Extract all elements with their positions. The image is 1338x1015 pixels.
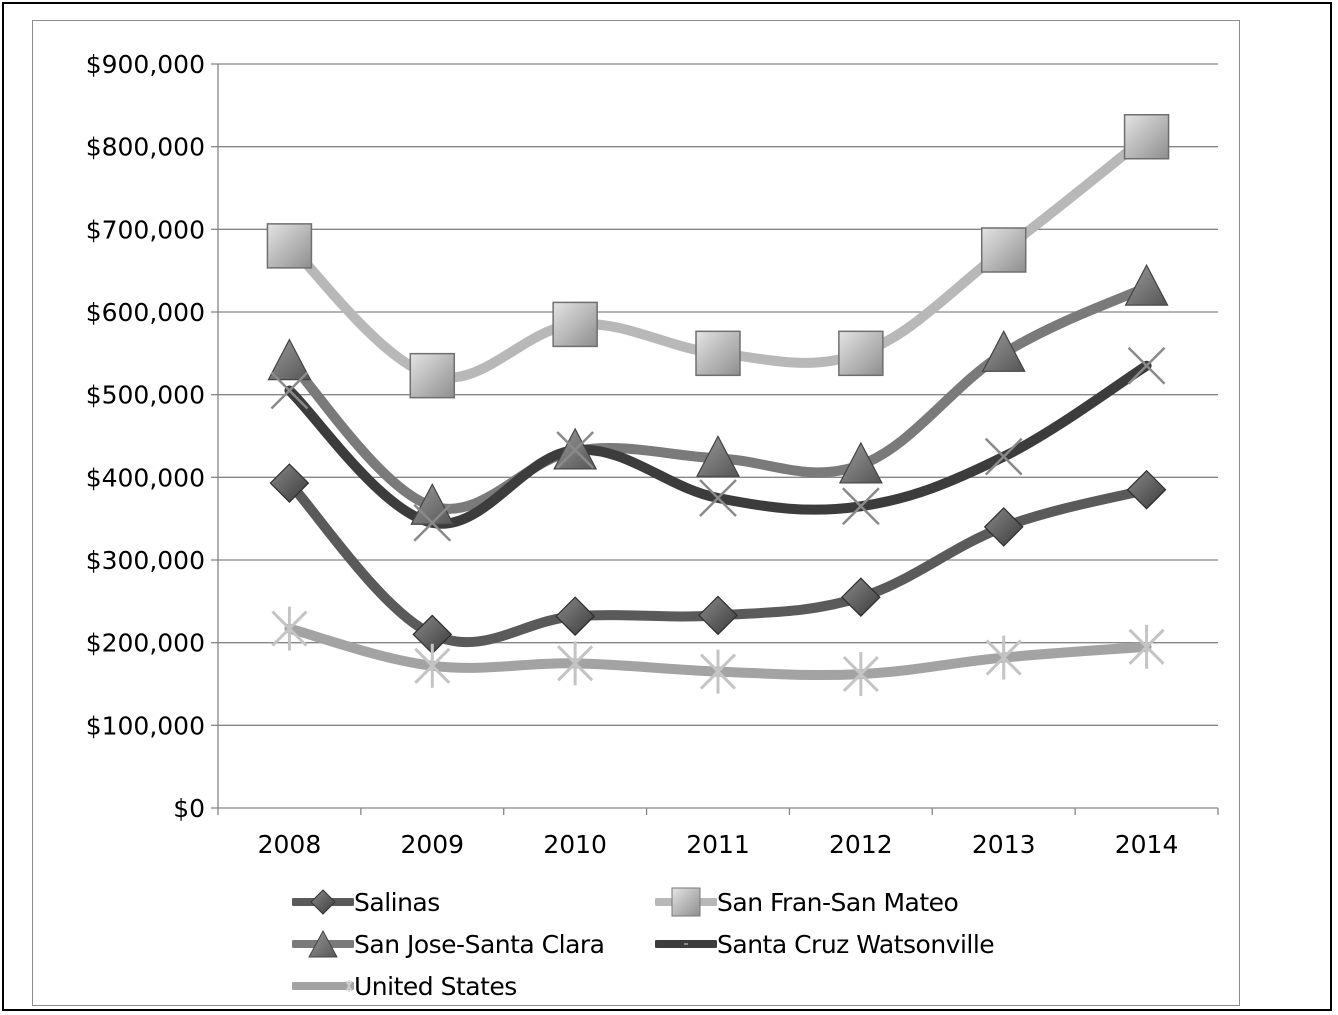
marker-salinas — [698, 595, 738, 636]
y-tick-label: $100,000 — [86, 711, 205, 740]
legend-label: United States — [354, 971, 517, 1001]
chart-area-border — [32, 20, 1240, 1006]
marker-san-jose-santa-clara — [838, 441, 883, 484]
x-tick-label: 2008 — [258, 830, 322, 859]
x-tick-label: 2010 — [543, 830, 607, 859]
marker-united-states — [842, 652, 879, 697]
marker-united-states — [557, 641, 594, 686]
marker-salinas — [1126, 469, 1167, 510]
marker-san-fran-san-mateo — [980, 227, 1027, 273]
marker-santa-cruz-watsonville — [1127, 346, 1166, 385]
marker-united-states — [985, 635, 1022, 680]
x-tick-label: 2013 — [972, 830, 1036, 859]
marker-salinas — [269, 463, 310, 503]
marker-san-jose-santa-clara — [696, 435, 740, 477]
marker-san-jose-santa-clara — [267, 338, 312, 381]
x-tick-label: 2014 — [1115, 830, 1179, 859]
marker-santa-cruz-watsonville — [984, 437, 1023, 476]
marker-san-jose-santa-clara — [1124, 263, 1169, 306]
series-lines — [284, 131, 1152, 681]
x-tick-label: 2012 — [829, 830, 893, 859]
legend-label: San Jose-Santa Clara — [354, 929, 605, 959]
x-tick-label: 2009 — [400, 830, 464, 859]
marker-united-states — [1128, 624, 1165, 669]
gridlines — [218, 63, 1218, 726]
star-icon — [292, 980, 354, 992]
legend-label: San Fran-San Mateo — [717, 887, 959, 917]
y-tick-label: $400,000 — [86, 463, 205, 492]
axes: $0 $100,000 $200,000 $300,000 $400,000 $500,0… — [86, 50, 1219, 859]
y-tick-label: $300,000 — [86, 546, 205, 575]
marker-san-jose-santa-clara — [981, 330, 1026, 372]
y-tick-label: $900,000 — [86, 50, 205, 79]
legend-label: Salinas — [354, 887, 440, 917]
diamond-icon — [292, 889, 354, 915]
y-tick-label: $700,000 — [86, 215, 205, 244]
marker-santa-cruz-watsonville — [413, 503, 452, 542]
marker-san-fran-san-mateo — [695, 330, 741, 377]
marker-san-fran-san-mateo — [1123, 113, 1170, 160]
y-tick-label: $600,000 — [86, 298, 205, 327]
legend-item-salinas: Salinas — [292, 887, 440, 917]
marker-san-fran-san-mateo — [838, 330, 884, 377]
marker-united-states — [414, 643, 451, 688]
marker-santa-cruz-watsonville — [270, 371, 309, 410]
marker-salinas — [841, 577, 881, 618]
legend-item-santa-cruz: Santa Cruz Watsonville — [655, 929, 995, 959]
triangle-icon — [292, 929, 354, 958]
marker-san-fran-san-mateo — [266, 223, 313, 269]
marker-santa-cruz-watsonville — [841, 487, 880, 526]
y-tick-label: $500,000 — [86, 381, 205, 410]
marker-san-fran-san-mateo — [552, 301, 598, 348]
marker-san-fran-san-mateo — [409, 352, 456, 399]
marker-santa-cruz-watsonville — [556, 431, 595, 469]
y-tick-label: $200,000 — [86, 629, 205, 658]
series-markers — [266, 113, 1170, 697]
legend-item-san-jose: San Jose-Santa Clara — [292, 929, 605, 959]
marker-united-states — [271, 606, 308, 651]
legend-label: Santa Cruz Watsonville — [717, 929, 995, 959]
x-tick-label: 2011 — [686, 830, 750, 859]
marker-santa-cruz-watsonville — [699, 479, 737, 517]
line-icon — [655, 940, 717, 948]
marker-salinas — [555, 596, 595, 637]
marker-salinas — [983, 507, 1024, 547]
square-icon — [655, 887, 717, 917]
legend-item-san-fran: San Fran-San Mateo — [655, 887, 959, 917]
marker-united-states — [699, 649, 737, 694]
y-tick-label: $800,000 — [86, 133, 205, 162]
y-tick-label: $0 — [173, 794, 205, 823]
legend-item-united-states: United States — [292, 971, 517, 1001]
